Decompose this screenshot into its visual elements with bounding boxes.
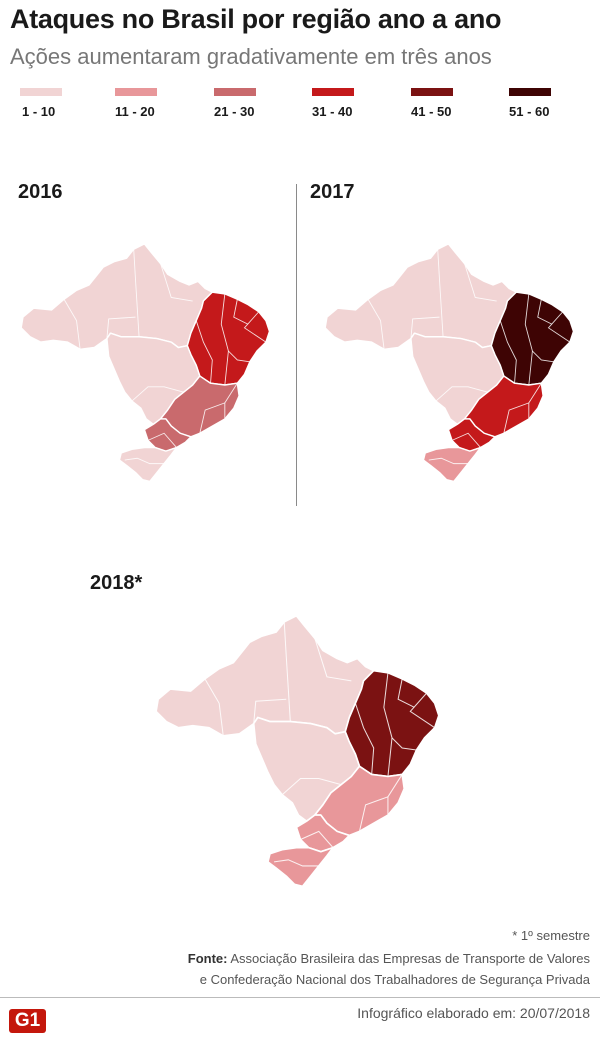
legend-swatch	[20, 88, 62, 96]
legend-item: 1 - 10	[20, 88, 62, 119]
source-label: Fonte:	[187, 951, 228, 966]
footer-rule	[0, 997, 600, 998]
color-legend: 1 - 10 11 - 20 21 - 30 31 - 40 41 - 50 5…	[0, 88, 600, 128]
state-border	[220, 293, 229, 386]
legend-swatch	[411, 88, 453, 96]
year-label-2017: 2017	[310, 181, 355, 203]
map-divider	[296, 184, 297, 506]
legend-item: 21 - 30	[214, 88, 256, 119]
legend-swatch	[312, 88, 354, 96]
brazil-map-2018	[155, 615, 440, 888]
legend-label: 1 - 10	[22, 104, 56, 119]
state-border	[283, 621, 291, 722]
state-border	[537, 299, 553, 325]
infographic-credit: Infográfico elaborado em: 20/07/2018	[357, 1005, 590, 1021]
legend-swatch	[214, 88, 256, 96]
source-note: Fonte: Associação Brasileira das Empresa…	[188, 948, 590, 990]
state-border	[437, 249, 444, 337]
state-border	[503, 402, 529, 434]
legend-label: 11 - 20	[115, 104, 155, 119]
state-border	[367, 299, 385, 350]
state-border	[233, 299, 249, 325]
state-border	[243, 311, 267, 343]
state-border	[195, 320, 213, 384]
g1-logo: G1	[9, 1009, 46, 1033]
region-norte	[155, 615, 375, 737]
state-border	[133, 249, 140, 337]
state-border	[300, 830, 334, 848]
state-border	[131, 386, 184, 402]
region-norte	[324, 243, 518, 350]
state-border	[228, 350, 250, 363]
legend-item: 51 - 60	[509, 88, 551, 119]
legend-item: 41 - 50	[411, 88, 453, 119]
legend-label: 51 - 60	[509, 104, 550, 119]
state-border	[547, 311, 571, 343]
state-border	[383, 672, 393, 777]
state-border	[464, 263, 497, 302]
state-border	[199, 402, 225, 434]
state-border	[354, 703, 375, 775]
page-subtitle: Ações aumentaram gradativamente em três …	[10, 44, 492, 69]
state-border	[124, 457, 165, 465]
legend-item: 11 - 20	[115, 88, 157, 119]
footnote: * 1º semestre	[512, 928, 590, 943]
legend-label: 41 - 50	[411, 104, 452, 119]
legend-label: 21 - 30	[214, 104, 255, 119]
state-border	[358, 796, 389, 832]
state-border	[397, 678, 415, 708]
legend-item: 31 - 40	[312, 88, 354, 119]
state-border	[409, 692, 435, 729]
state-border	[499, 320, 517, 384]
brazil-map-2017	[324, 243, 575, 483]
state-border	[428, 457, 469, 465]
state-border	[281, 777, 342, 796]
state-border	[410, 316, 440, 339]
legend-swatch	[509, 88, 551, 96]
brazil-map-2016	[20, 243, 271, 483]
page-title: Ataques no Brasil por região ano a ano	[10, 4, 502, 34]
year-label-2018: 2018*	[90, 572, 143, 594]
state-border	[106, 316, 136, 339]
source-line-2: e Confederação Nacional dos Trabalhadore…	[199, 972, 590, 987]
state-border	[204, 678, 224, 736]
state-border	[253, 698, 287, 724]
year-label-2016: 2016	[18, 181, 63, 203]
region-sul-sc-rs	[267, 846, 334, 888]
state-border	[273, 859, 319, 867]
region-norte	[20, 243, 214, 350]
state-border	[391, 737, 417, 751]
state-border	[63, 299, 81, 350]
state-border	[451, 432, 481, 448]
state-border	[314, 638, 352, 682]
state-border	[524, 293, 533, 386]
legend-label: 31 - 40	[312, 104, 353, 119]
state-border	[160, 263, 193, 302]
state-border	[147, 432, 177, 448]
region-sul-sc-rs	[422, 446, 482, 483]
state-border	[532, 350, 554, 363]
legend-swatch	[115, 88, 157, 96]
state-border	[435, 386, 488, 402]
region-sul-sc-rs	[118, 446, 178, 483]
source-line-1: Associação Brasileira das Empresas de Tr…	[230, 951, 590, 966]
